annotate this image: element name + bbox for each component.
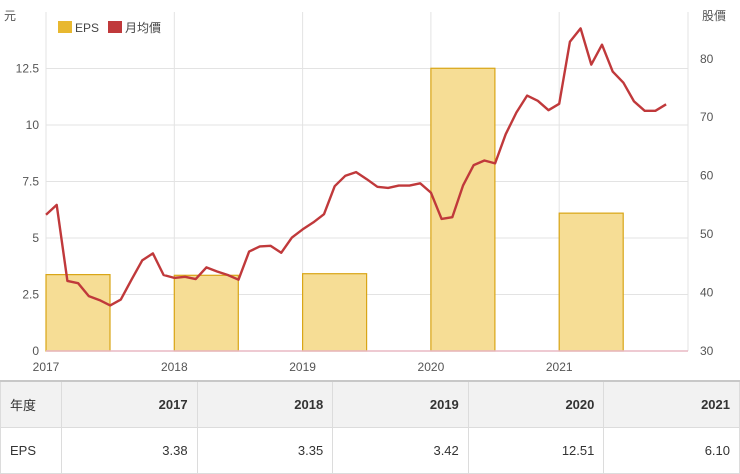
eps-cell: 3.35	[196, 427, 334, 474]
row-header-eps: EPS	[0, 427, 62, 474]
eps-bar[interactable]	[558, 212, 624, 352]
eps-bar[interactable]	[45, 274, 111, 352]
eps-cell: 6.10	[603, 427, 740, 474]
eps-bars	[45, 67, 624, 352]
eps-bar[interactable]	[430, 67, 496, 352]
legend-label-eps[interactable]: EPS	[75, 21, 99, 35]
x-tick-label: 2021	[546, 360, 573, 374]
eps-cell: 3.42	[332, 427, 469, 474]
left-tick-label: 2.5	[22, 288, 39, 302]
year-cell: 2020	[467, 380, 605, 428]
left-tick-label: 12.5	[16, 62, 40, 76]
table-row-years: 年度 2017 2018 2019 2020 2021	[0, 380, 740, 428]
year-cell: 2021	[603, 380, 740, 428]
legend-swatch-price[interactable]	[108, 21, 122, 33]
row-header-year: 年度	[0, 380, 62, 428]
eps-price-chart: 0 2.5 5 7.5 10 12.5 30 40 50 60 70 80 2017 2018 2019 20…	[0, 0, 740, 380]
chart-svg: 0 2.5 5 7.5 10 12.5 30 40 50 60 70 80 2017 2018 2019 20…	[0, 0, 740, 380]
eps-cell: 3.38	[61, 427, 198, 474]
legend-swatch-eps[interactable]	[58, 21, 72, 33]
table-row-eps: EPS 3.38 3.35 3.42 12.51 6.10	[0, 427, 740, 474]
price-line-layer	[45, 27, 667, 307]
legend-label-price[interactable]: 月均價	[125, 21, 161, 35]
left-tick-label: 10	[26, 118, 40, 132]
right-tick-label: 70	[700, 110, 714, 124]
eps-cell: 12.51	[467, 427, 605, 474]
right-tick-label: 50	[700, 227, 714, 241]
eps-table: 年度 2017 2018 2019 2020 2021 EPS 3.38 3.3…	[0, 380, 740, 474]
right-tick-label: 40	[700, 286, 714, 300]
right-tick-label: 30	[700, 344, 714, 358]
year-cell: 2017	[61, 380, 198, 428]
right-axis-unit-label: 股價	[702, 9, 726, 23]
x-tick-label: 2019	[289, 360, 316, 374]
left-axis-unit-label: 元	[4, 9, 16, 23]
chart-background	[0, 0, 740, 380]
left-tick-label: 0	[32, 344, 39, 358]
x-tick-label: 2017	[33, 360, 60, 374]
eps-bar[interactable]	[173, 274, 239, 352]
left-tick-label: 5	[32, 231, 39, 245]
left-tick-label: 7.5	[22, 175, 39, 189]
right-tick-label: 80	[700, 52, 714, 66]
year-cell: 2019	[332, 380, 469, 428]
right-tick-label: 60	[700, 169, 714, 183]
legend[interactable]: EPS 月均價	[58, 21, 161, 35]
x-tick-label: 2018	[161, 360, 188, 374]
eps-bar[interactable]	[302, 273, 368, 352]
price-line[interactable]	[45, 27, 667, 307]
year-cell: 2018	[196, 380, 334, 428]
x-tick-label: 2020	[418, 360, 445, 374]
axes: 0 2.5 5 7.5 10 12.5 30 40 50 60 70 80 2017 2018 2019 20…	[16, 52, 714, 374]
